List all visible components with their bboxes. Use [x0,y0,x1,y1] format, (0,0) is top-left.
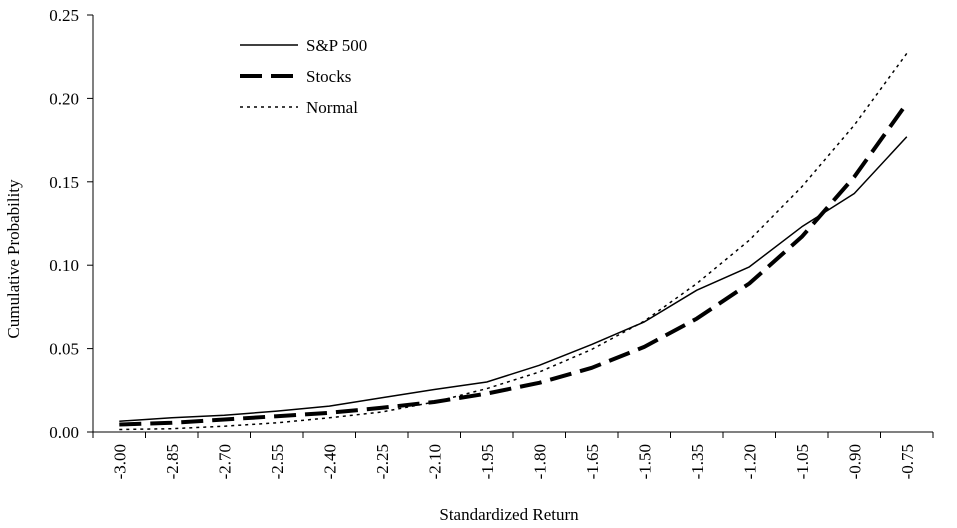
x-tick-label: -0.90 [845,444,864,479]
legend: S&P 500 Stocks Normal [240,36,367,117]
x-tick-label: -2.25 [373,444,392,479]
y-axis-title: Cumulative Probability [4,179,23,339]
x-tick-label: -2.10 [425,444,444,479]
y-tick-label: 0.00 [49,423,79,442]
series-line-s-p-500 [119,136,908,422]
y-tick-label: 0.15 [49,173,79,192]
y-axis: 0.00 0.05 0.10 0.15 0.20 0.25 [49,6,94,442]
y-tick-label: 0.25 [49,6,79,25]
x-tick-label: -2.40 [320,444,339,479]
y-tick-label: 0.05 [49,340,79,359]
x-tick-label: -1.95 [478,444,497,479]
legend-label-s-p-500: S&P 500 [306,36,367,55]
x-tick-label: -1.35 [688,444,707,479]
y-tick-label: 0.20 [49,89,79,108]
legend-label-normal: Normal [306,98,358,117]
x-tick-label: -3.00 [110,444,129,479]
x-tick-label: -1.20 [740,444,759,479]
x-tick-label: -1.05 [793,444,812,479]
x-tick-label: -1.65 [583,444,602,479]
x-axis: -3.00 -2.85 -2.70 -2.55 -2.40 -2.25 -2.10 -1.95… [92,431,934,479]
x-axis-title: Standardized Return [439,505,579,524]
series-line-stocks [119,102,909,427]
x-tick-label: -2.55 [268,444,287,479]
x-tick-label: -1.50 [635,444,654,479]
y-tick-label: 0.10 [49,256,79,275]
x-tick-label: -1.80 [530,444,549,479]
series-layer [119,52,909,431]
legend-label-stocks: Stocks [306,67,351,86]
x-tick-label: -0.75 [898,444,917,479]
x-tick-label: -2.85 [163,444,182,479]
x-tick-label: -2.70 [215,444,234,479]
